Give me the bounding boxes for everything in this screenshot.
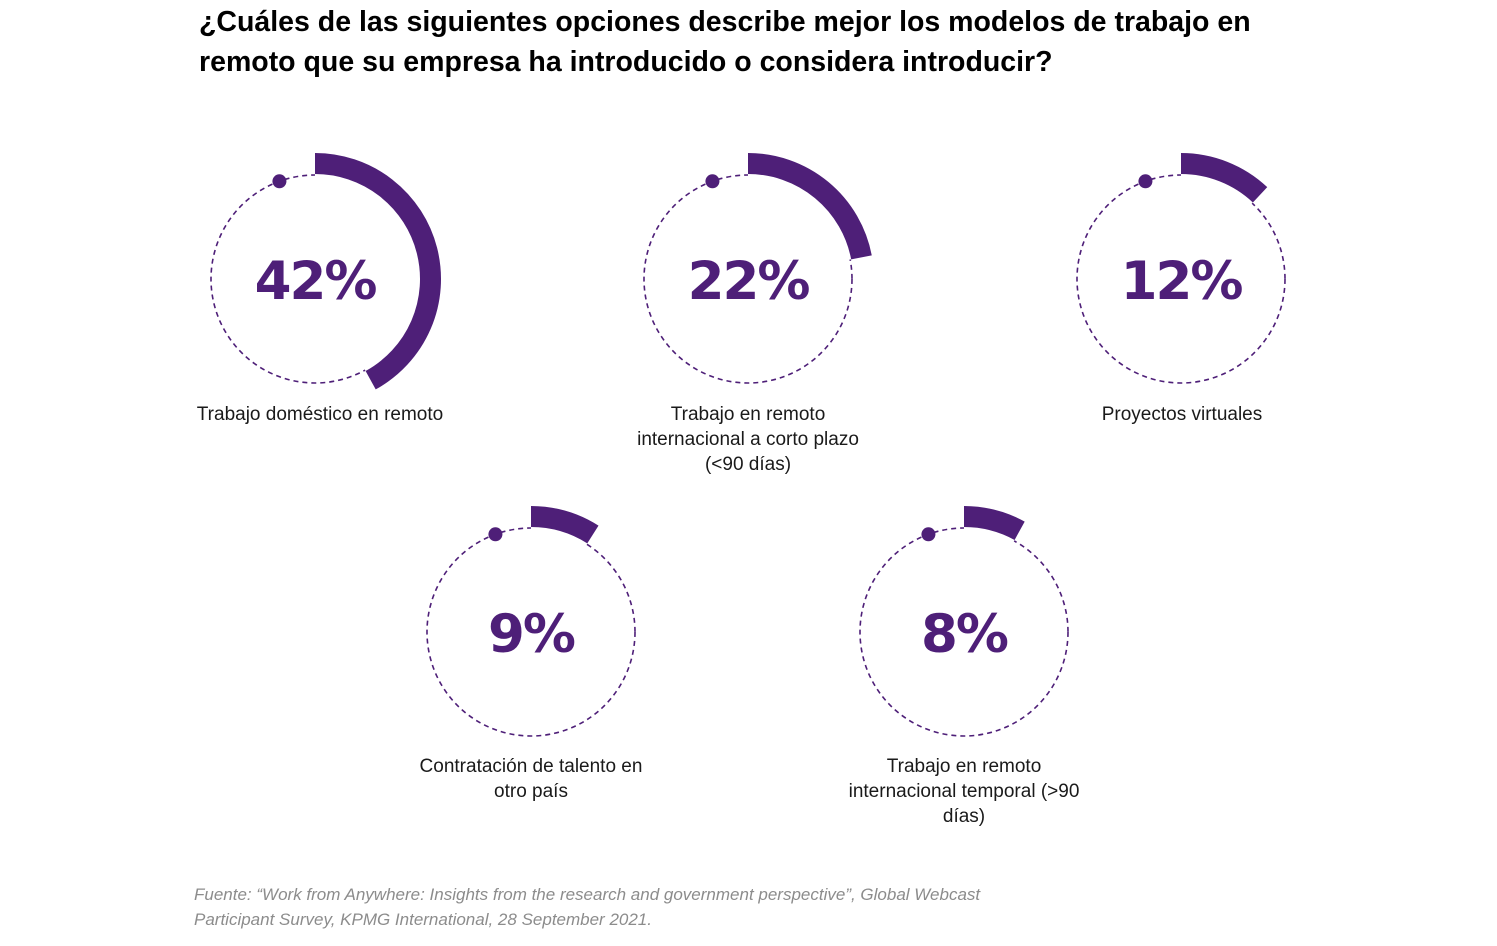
donut-value-arc [747,153,872,260]
donut-label-3: Proyectos virtuales [1101,404,1263,425]
donut-value-label: 9% [488,604,575,665]
donut-value-arc [963,506,1025,541]
donut-5: 8% [859,503,1069,737]
donut-1: 42% [210,150,444,393]
donut-value-arc [1180,153,1268,203]
donut-start-dot [272,174,287,189]
donut-value-label: 22% [688,251,810,312]
donut-value-label: 8% [921,604,1008,665]
donut-label-5: Trabajo en remoto internacional temporal… [848,756,1080,827]
donut-value-arc [530,506,599,544]
donut-value-arc [314,153,441,390]
donut-3: 12% [1076,150,1286,384]
donut-start-dot [705,174,720,189]
donut-start-dot [921,527,936,542]
source-note: Fuente: “Work from Anywhere: Insights fr… [194,885,981,929]
donut-value-label: 42% [255,251,377,312]
donut-4: 9% [426,503,636,737]
donut-start-dot [488,527,503,542]
donut-2: 22% [643,150,875,384]
donut-label-4: Contratación de talento en otro país [419,756,643,802]
donut-label-2: Trabajo en remoto internacional a corto … [637,404,859,475]
donut-value-label: 12% [1121,251,1243,312]
donut-start-dot [1138,174,1153,189]
chart-title: ¿Cuáles de las siguientes opciones descr… [199,6,1251,78]
donut-label-1: Trabajo doméstico en remoto [196,404,444,425]
